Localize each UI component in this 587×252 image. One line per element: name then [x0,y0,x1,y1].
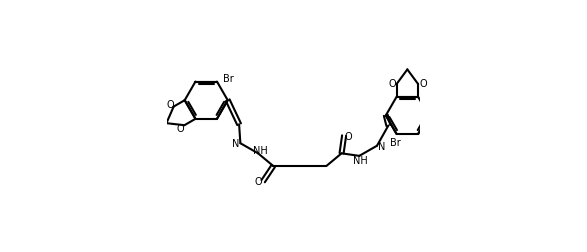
Text: NH: NH [353,156,368,166]
Text: O: O [177,124,184,134]
Text: O: O [255,176,262,186]
Text: NH: NH [253,145,268,155]
Text: N: N [378,141,385,151]
Text: O: O [166,99,174,109]
Text: N: N [232,139,239,149]
Text: O: O [345,131,352,141]
Text: O: O [388,78,396,88]
Text: O: O [419,78,427,88]
Text: Br: Br [390,137,401,147]
Text: Br: Br [223,74,234,83]
